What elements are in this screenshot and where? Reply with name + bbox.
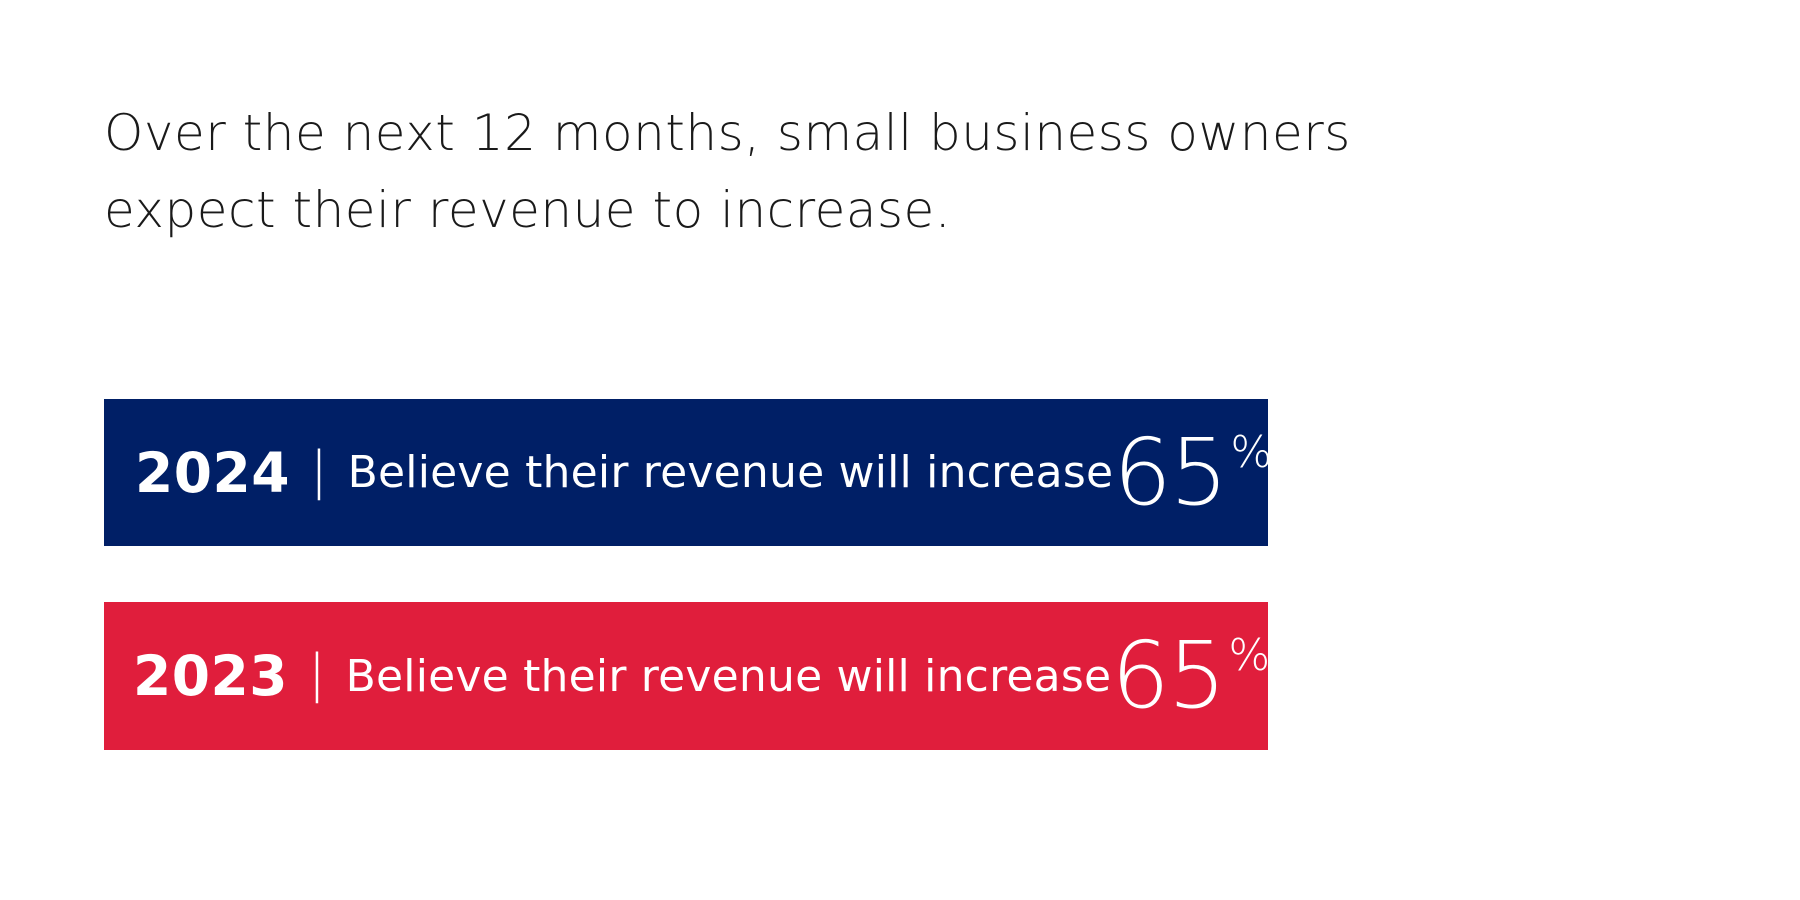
stat-bar-2024: 2024 | Believe their revenue will increa…: [104, 399, 1272, 546]
stat-separator: |: [308, 644, 326, 704]
stat-bar-2023: 2023 | Believe their revenue will increa…: [104, 602, 1270, 750]
stat-percentage-sign: %: [1230, 426, 1273, 478]
stat-label: Believe their revenue will increase: [347, 447, 1114, 498]
stat-percentage-value: 65: [1111, 622, 1226, 729]
stat-percentage-sign: %: [1228, 630, 1271, 681]
stat-year: 2024: [135, 440, 291, 505]
stat-percentage: 65 %: [1111, 630, 1270, 722]
headline: Over the next 12 months, small business …: [104, 104, 1351, 239]
stat-year: 2023: [133, 644, 289, 708]
stat-percentage: 65 %: [1113, 418, 1273, 526]
stat-separator: |: [310, 440, 328, 501]
stat-percentage-value: 65: [1113, 418, 1228, 526]
stat-label: Believe their revenue will increase: [345, 650, 1112, 702]
